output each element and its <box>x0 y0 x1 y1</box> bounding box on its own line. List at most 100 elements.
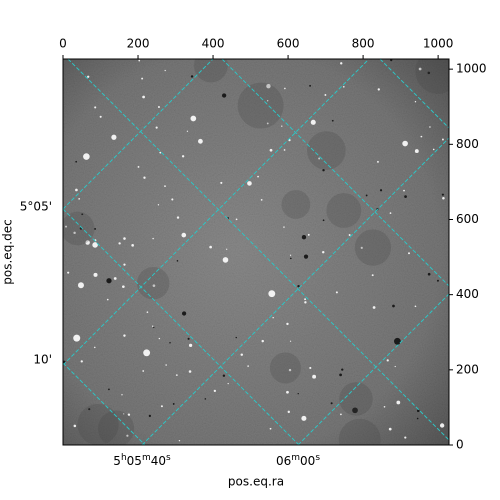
star <box>404 195 407 198</box>
star <box>284 87 286 90</box>
star <box>261 339 264 343</box>
y-tick-label: 600 <box>456 212 479 226</box>
dark-blob <box>338 418 381 445</box>
star <box>77 282 84 289</box>
star <box>309 366 312 370</box>
star <box>420 135 423 138</box>
star <box>226 248 228 250</box>
star <box>142 95 145 99</box>
star <box>436 279 439 282</box>
star <box>222 374 226 377</box>
star <box>290 257 292 260</box>
star <box>247 365 249 367</box>
star <box>396 400 401 405</box>
star <box>176 216 180 219</box>
star <box>240 353 244 356</box>
world-grid <box>63 59 449 445</box>
star <box>340 62 343 65</box>
star <box>87 75 90 78</box>
star <box>122 285 125 289</box>
star <box>307 233 310 236</box>
star <box>312 374 317 379</box>
star <box>269 148 273 152</box>
star <box>389 212 392 214</box>
y-axis-label: pos.eq.dec <box>1 219 15 284</box>
star <box>190 75 194 78</box>
star <box>94 106 97 109</box>
dark-blob <box>307 131 346 170</box>
star <box>137 165 140 168</box>
star <box>283 226 285 228</box>
star <box>121 394 123 396</box>
x-tick-label: 400 <box>202 37 225 51</box>
star <box>301 235 307 240</box>
star <box>146 311 149 313</box>
star <box>402 140 408 147</box>
star <box>322 250 325 254</box>
star <box>247 181 252 186</box>
star <box>441 138 444 141</box>
star <box>414 305 417 308</box>
star <box>301 415 307 421</box>
grid-line <box>141 137 449 445</box>
star <box>127 413 131 416</box>
grid-line <box>379 59 449 129</box>
star <box>159 151 162 154</box>
star <box>266 122 269 125</box>
star <box>188 370 192 373</box>
star <box>152 237 154 240</box>
star <box>126 434 129 437</box>
star <box>186 130 189 132</box>
star <box>348 234 351 236</box>
star <box>158 337 161 340</box>
star <box>81 213 84 216</box>
dark-blob <box>237 82 284 129</box>
star <box>377 88 380 91</box>
star <box>141 77 144 80</box>
star <box>304 298 307 301</box>
star <box>83 153 90 160</box>
star <box>335 291 338 294</box>
x-tick-label: 1000 <box>423 37 454 51</box>
star <box>341 368 344 371</box>
dark-blob <box>354 229 392 266</box>
star <box>414 149 419 153</box>
dark-blob <box>63 211 95 246</box>
star <box>80 360 83 363</box>
star <box>222 257 229 263</box>
star <box>152 325 154 327</box>
ra-tick-label: 5h05m40s <box>113 453 171 468</box>
star <box>372 306 376 309</box>
star <box>181 155 185 158</box>
dark-blob <box>97 410 135 445</box>
star <box>221 93 227 98</box>
star <box>260 198 263 201</box>
grid-line <box>221 59 449 287</box>
star <box>390 59 393 62</box>
x-axis-label: pos.eq.ra <box>228 475 284 489</box>
star <box>432 148 435 151</box>
star <box>283 149 286 151</box>
star <box>187 337 190 340</box>
grid-line <box>63 208 300 445</box>
star <box>172 402 175 405</box>
star <box>394 337 401 345</box>
star <box>297 284 300 288</box>
star <box>204 398 207 400</box>
star <box>181 311 187 316</box>
star <box>93 272 98 277</box>
star <box>152 284 156 288</box>
star <box>289 254 292 256</box>
star <box>171 198 174 201</box>
star <box>342 86 345 88</box>
star <box>331 119 334 122</box>
star <box>322 219 325 222</box>
star <box>99 115 102 118</box>
dec-tick-label: 5°05' <box>20 200 52 214</box>
star <box>176 260 179 262</box>
sky-image <box>63 59 449 445</box>
star <box>322 169 325 172</box>
star <box>427 272 431 276</box>
star <box>441 193 444 196</box>
star <box>360 246 363 249</box>
